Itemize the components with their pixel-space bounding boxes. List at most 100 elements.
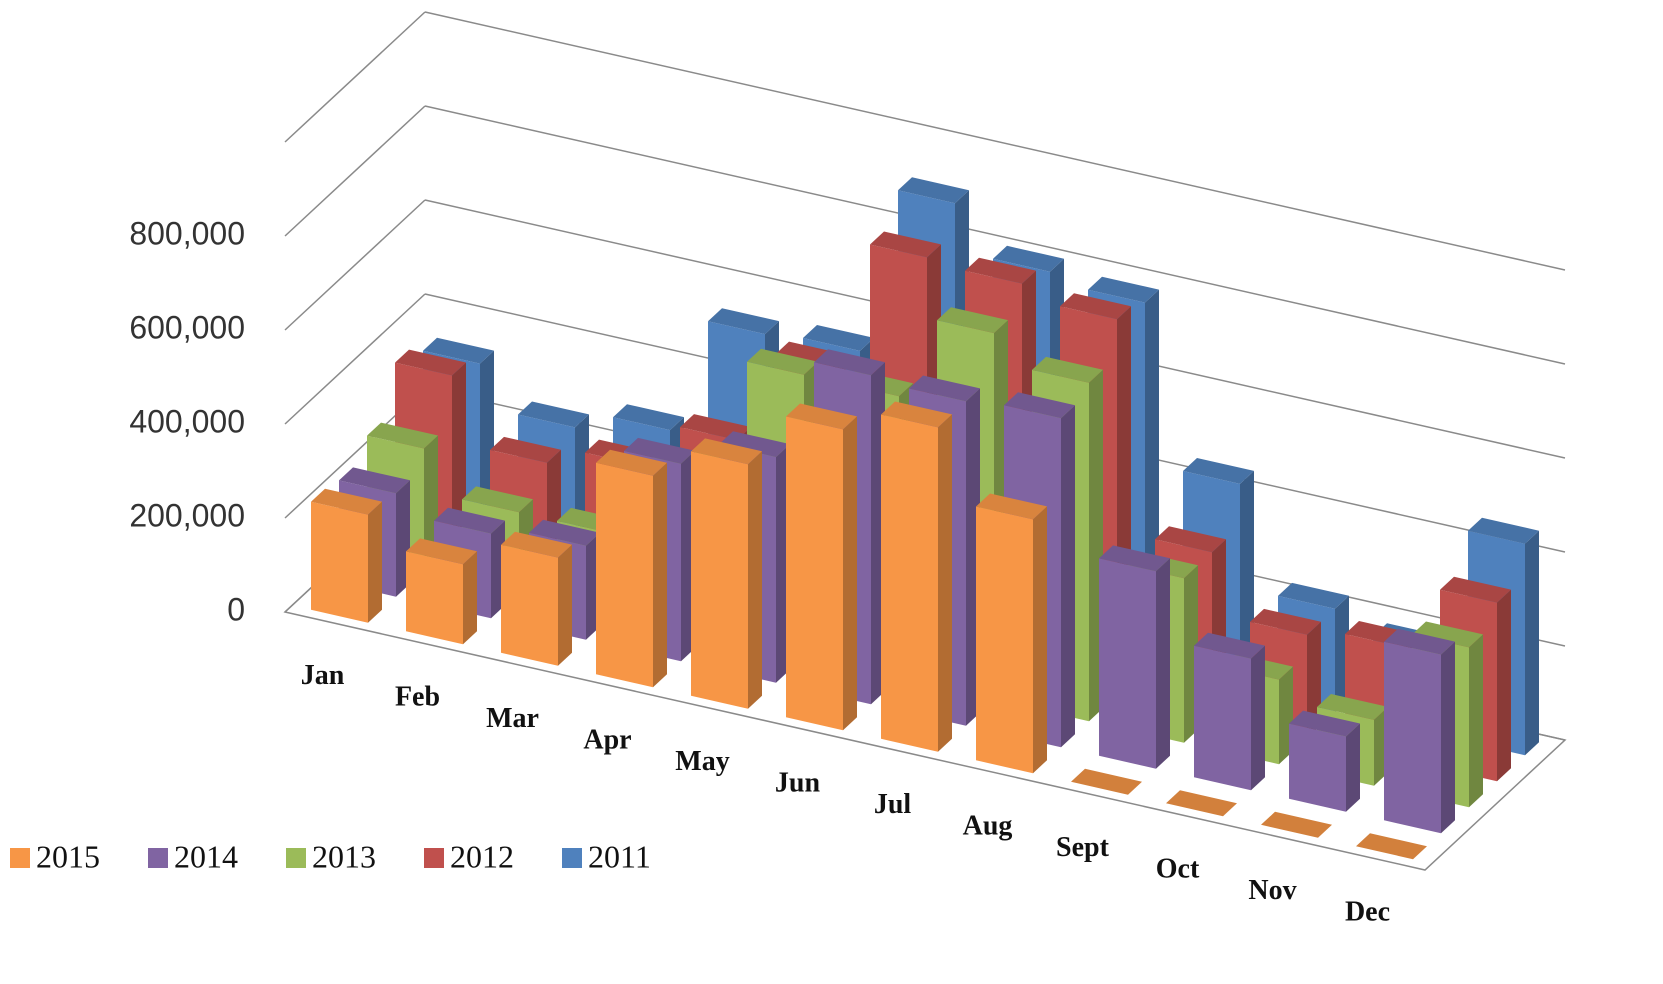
bar-top (937, 307, 1008, 334)
bar (1166, 790, 1237, 817)
grid-line (284, 293, 426, 425)
x-tick-label: Mar (486, 703, 539, 734)
bar (1099, 545, 1170, 769)
x-tick-label: Jul (874, 789, 912, 820)
bar-top (1194, 632, 1265, 659)
bar-top (1183, 458, 1254, 484)
bar-side (843, 416, 857, 731)
x-tick-label: Feb (395, 682, 440, 713)
x-tick-label: Jun (775, 768, 821, 799)
bar-top (529, 519, 600, 546)
bar-side (1497, 589, 1511, 782)
bar-top (803, 325, 874, 351)
bar-top (613, 404, 684, 431)
legend-swatch (286, 848, 306, 868)
bar-top (814, 349, 885, 376)
bar-top (311, 488, 382, 515)
bar-front (406, 551, 463, 645)
bar-top (993, 245, 1064, 272)
bar-top (423, 337, 494, 364)
bar-front (786, 416, 843, 731)
bar-top (1440, 576, 1511, 603)
grid-line (424, 105, 1566, 365)
legend-swatch (424, 848, 444, 868)
bar-front (596, 462, 653, 688)
bar-top (1317, 694, 1388, 720)
bar (786, 403, 857, 731)
bar-side (938, 414, 952, 752)
bar-top (1004, 392, 1075, 419)
legend-label: 2012 (450, 838, 514, 874)
bar-top (395, 349, 466, 376)
bar (1384, 628, 1455, 834)
bar-top (406, 538, 477, 565)
bar-front (881, 414, 938, 752)
grid-line (284, 105, 426, 237)
bar (1261, 811, 1332, 838)
bar-top (339, 467, 410, 494)
bar (881, 401, 952, 752)
bar-top (1250, 608, 1321, 635)
x-tick-label: Jan (301, 660, 345, 691)
bar-top (786, 403, 857, 430)
bar-top (501, 531, 572, 558)
bar-side (1251, 645, 1265, 791)
bar-side (748, 451, 762, 709)
bar-top (708, 308, 779, 335)
bar (406, 538, 477, 645)
bar-top (1412, 621, 1483, 648)
x-tick-label: Nov (1248, 875, 1296, 906)
x-tick-label: Oct (1156, 854, 1200, 885)
bar-side (1469, 634, 1483, 808)
bar-top (367, 422, 438, 449)
bar-top (1384, 628, 1455, 655)
y-tick-label: 400,000 (129, 403, 245, 439)
bar-top (434, 507, 505, 534)
bar-side (463, 551, 477, 645)
bar-top (1099, 545, 1170, 572)
bar-front (691, 451, 748, 709)
bar-top (1289, 710, 1360, 737)
bar-top (719, 431, 790, 458)
bar (1289, 710, 1360, 812)
bar-front (1099, 558, 1156, 769)
x-tick-label: Aug (963, 811, 1013, 842)
bar-front (501, 544, 558, 666)
y-tick-label: 600,000 (129, 309, 245, 345)
bar-side (1441, 641, 1455, 834)
bar (596, 449, 667, 688)
bar-top (691, 438, 762, 465)
bar-top (596, 449, 667, 476)
bar-top (518, 401, 589, 428)
x-tick-label: Apr (583, 725, 631, 756)
bar-side (558, 544, 572, 666)
y-tick-label: 800,000 (129, 215, 245, 251)
bar (976, 493, 1047, 774)
legend-swatch (562, 848, 582, 868)
bar-top (1261, 811, 1332, 838)
bar-front (311, 501, 368, 623)
legend-swatch (148, 848, 168, 868)
bar (1071, 768, 1142, 795)
bar-side (1033, 506, 1047, 774)
bar-top (1468, 517, 1539, 544)
bar-side (653, 462, 667, 688)
bar-side (1156, 558, 1170, 769)
bar-top (881, 401, 952, 428)
bar-top (965, 257, 1036, 284)
legend-label: 2011 (588, 838, 651, 874)
x-tick-label: Dec (1345, 897, 1390, 928)
bar-top (1071, 768, 1142, 795)
bar-top (1278, 582, 1349, 609)
wall-top (424, 11, 1566, 271)
legend-label: 2013 (312, 838, 376, 874)
y-tick-label: 200,000 (129, 497, 245, 533)
bar-top (747, 348, 818, 375)
bar-side (1525, 530, 1539, 756)
bar-front (1384, 641, 1441, 834)
bar-top (1155, 526, 1226, 553)
bar-top (898, 177, 969, 204)
bar-top (909, 375, 980, 402)
wall-top (284, 11, 426, 143)
